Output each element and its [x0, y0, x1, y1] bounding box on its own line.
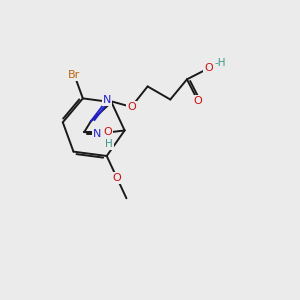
Text: N: N	[103, 95, 111, 105]
Text: N: N	[92, 129, 101, 139]
Text: O: O	[127, 102, 136, 112]
Text: O: O	[112, 173, 122, 183]
Text: -H: -H	[214, 58, 226, 68]
Text: Br: Br	[68, 70, 80, 80]
Text: O: O	[194, 96, 203, 106]
Text: O: O	[204, 63, 213, 73]
Text: O: O	[103, 127, 112, 137]
Text: H: H	[105, 139, 113, 149]
